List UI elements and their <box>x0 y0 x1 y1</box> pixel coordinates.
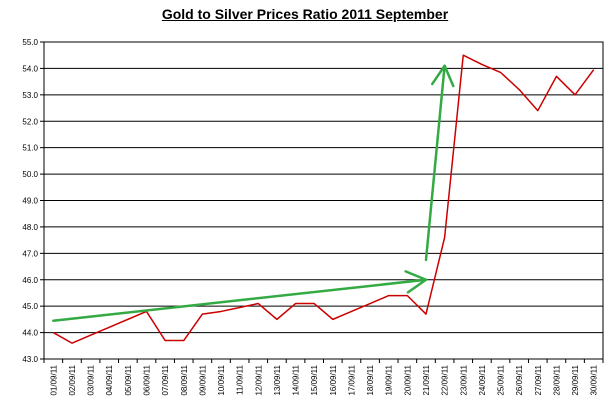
x-tick-labels: 01/09/11 02/09/11 03/09/11 04/09/11 05/09/11… <box>49 364 598 395</box>
y-tick-label: 51.0 <box>22 144 38 153</box>
y-tick-label: 55.0 <box>22 38 38 47</box>
y-tick-label: 43.0 <box>22 355 38 364</box>
y-tick-label: 50.0 <box>22 170 38 179</box>
x-tick-label: 30/09/11 <box>590 364 599 395</box>
y-tick-label: 52.0 <box>22 117 38 126</box>
x-tick-label: 20/09/11 <box>403 364 412 395</box>
x-tick-label: 21/09/11 <box>422 364 431 395</box>
y-tick-labels: 43.0 44.0 45.0 46.0 47.0 48.0 49.0 50.0 51.0 52.0… <box>22 38 38 364</box>
arrow-head <box>431 64 455 88</box>
y-tick-label: 53.0 <box>22 91 38 100</box>
x-tick-label: 24/09/11 <box>478 364 487 395</box>
y-tick-label: 49.0 <box>22 197 38 206</box>
x-tick-label: 10/09/11 <box>217 364 226 395</box>
x-tick-label: 02/09/11 <box>68 364 77 395</box>
x-tick-label: 15/09/11 <box>310 364 319 395</box>
x-tick-label: 12/09/11 <box>254 364 263 395</box>
arrow-shaft <box>424 64 446 262</box>
x-tick-label: 16/09/11 <box>329 364 338 395</box>
axes <box>40 41 604 363</box>
x-tick-label: 05/09/11 <box>124 364 133 395</box>
x-tick-label: 14/09/11 <box>292 364 301 395</box>
chart-title: Gold to Silver Prices Ratio 2011 Septemb… <box>161 6 449 22</box>
x-tick-label: 13/09/11 <box>273 364 282 395</box>
y-tick-label: 45.0 <box>22 302 38 311</box>
x-tick-label: 17/09/11 <box>347 364 356 395</box>
arrow-shaft <box>52 278 428 322</box>
y-tick-label: 54.0 <box>22 64 38 73</box>
x-tick-label: 25/09/11 <box>497 364 506 395</box>
y-tick-label: 48.0 <box>22 223 38 232</box>
x-tick-label: 26/09/11 <box>515 364 524 395</box>
x-tick-label: 23/09/11 <box>459 364 468 395</box>
trend-arrow-1 <box>424 64 455 262</box>
annotations <box>52 64 455 322</box>
y-tick-label: 44.0 <box>22 329 38 338</box>
x-tick-label: 27/09/11 <box>534 364 543 395</box>
x-tick-label: 18/09/11 <box>366 364 375 395</box>
y-tick-label: 47.0 <box>22 249 38 258</box>
series-lines <box>52 54 595 344</box>
x-tick-label: 09/09/11 <box>198 364 207 395</box>
x-tick-label: 06/09/11 <box>142 364 151 395</box>
x-tick-label: 28/09/11 <box>552 364 561 395</box>
y-tick-label: 46.0 <box>22 276 38 285</box>
x-tick-label: 29/09/11 <box>571 364 580 395</box>
x-tick-label: 08/09/11 <box>180 364 189 395</box>
x-tick-label: 11/09/11 <box>236 364 245 395</box>
x-tick-label: 04/09/11 <box>105 364 114 395</box>
x-tick-label: 03/09/11 <box>87 364 96 395</box>
series-line-0 <box>52 54 595 344</box>
trend-arrow-0 <box>52 270 428 322</box>
x-tick-label: 07/09/11 <box>161 364 170 395</box>
x-tick-label: 19/09/11 <box>385 364 394 395</box>
x-tick-label: 22/09/11 <box>441 364 450 395</box>
arrow-head <box>404 270 428 294</box>
x-tick-label: 01/09/11 <box>49 364 58 395</box>
